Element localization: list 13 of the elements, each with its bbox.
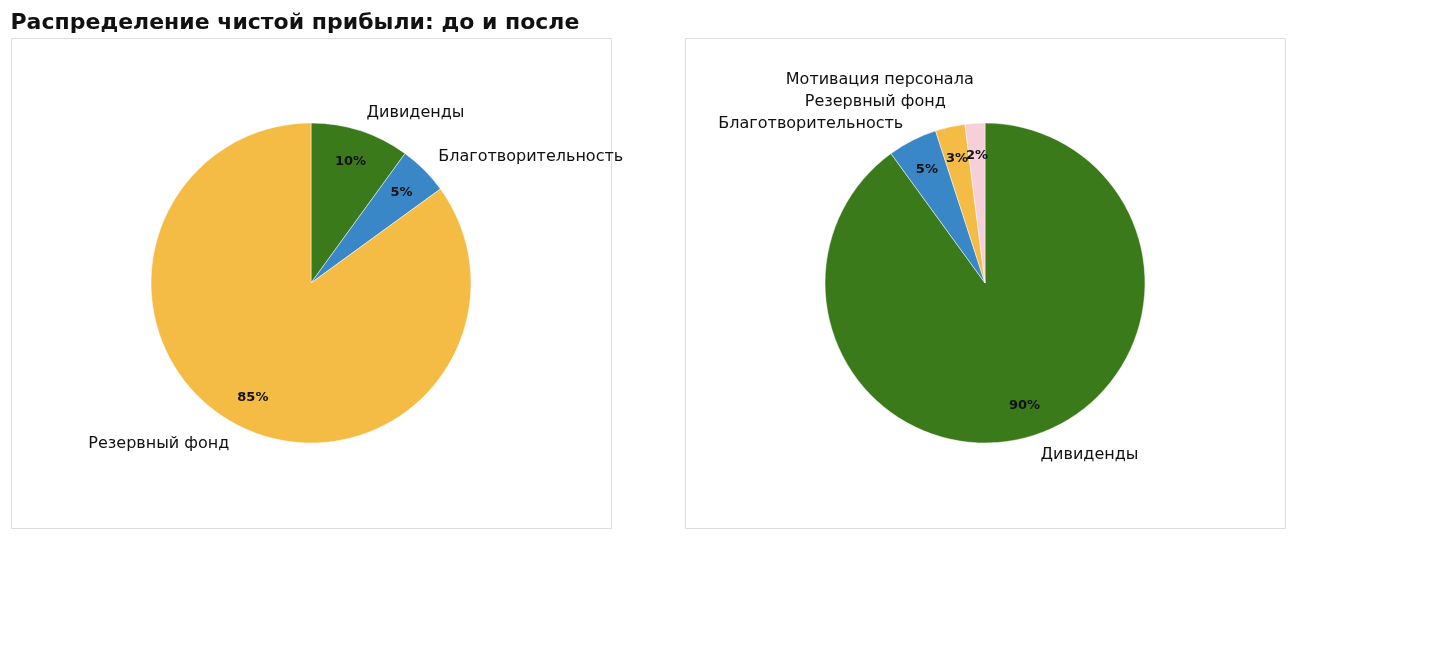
slice-label: Резервный фонд — [88, 433, 230, 453]
data-label: 10% — [334, 153, 367, 169]
slice-label: Дивиденды — [366, 101, 465, 121]
data-label: 85% — [237, 389, 269, 405]
data-label: 90% — [1008, 396, 1041, 412]
chart-title: Распределение чистой прибыли: до и после — [10, 8, 580, 34]
slice-label: Мотивация персонала — [785, 68, 974, 88]
data-label: 5% — [915, 160, 938, 176]
slice-label: Резервный фонд — [804, 90, 946, 110]
slice-label: Благотворительность — [438, 145, 624, 165]
slice-label: Благотворительность — [718, 112, 904, 132]
data-label: 5% — [390, 184, 413, 200]
slice-label: Дивиденды — [1040, 444, 1139, 464]
